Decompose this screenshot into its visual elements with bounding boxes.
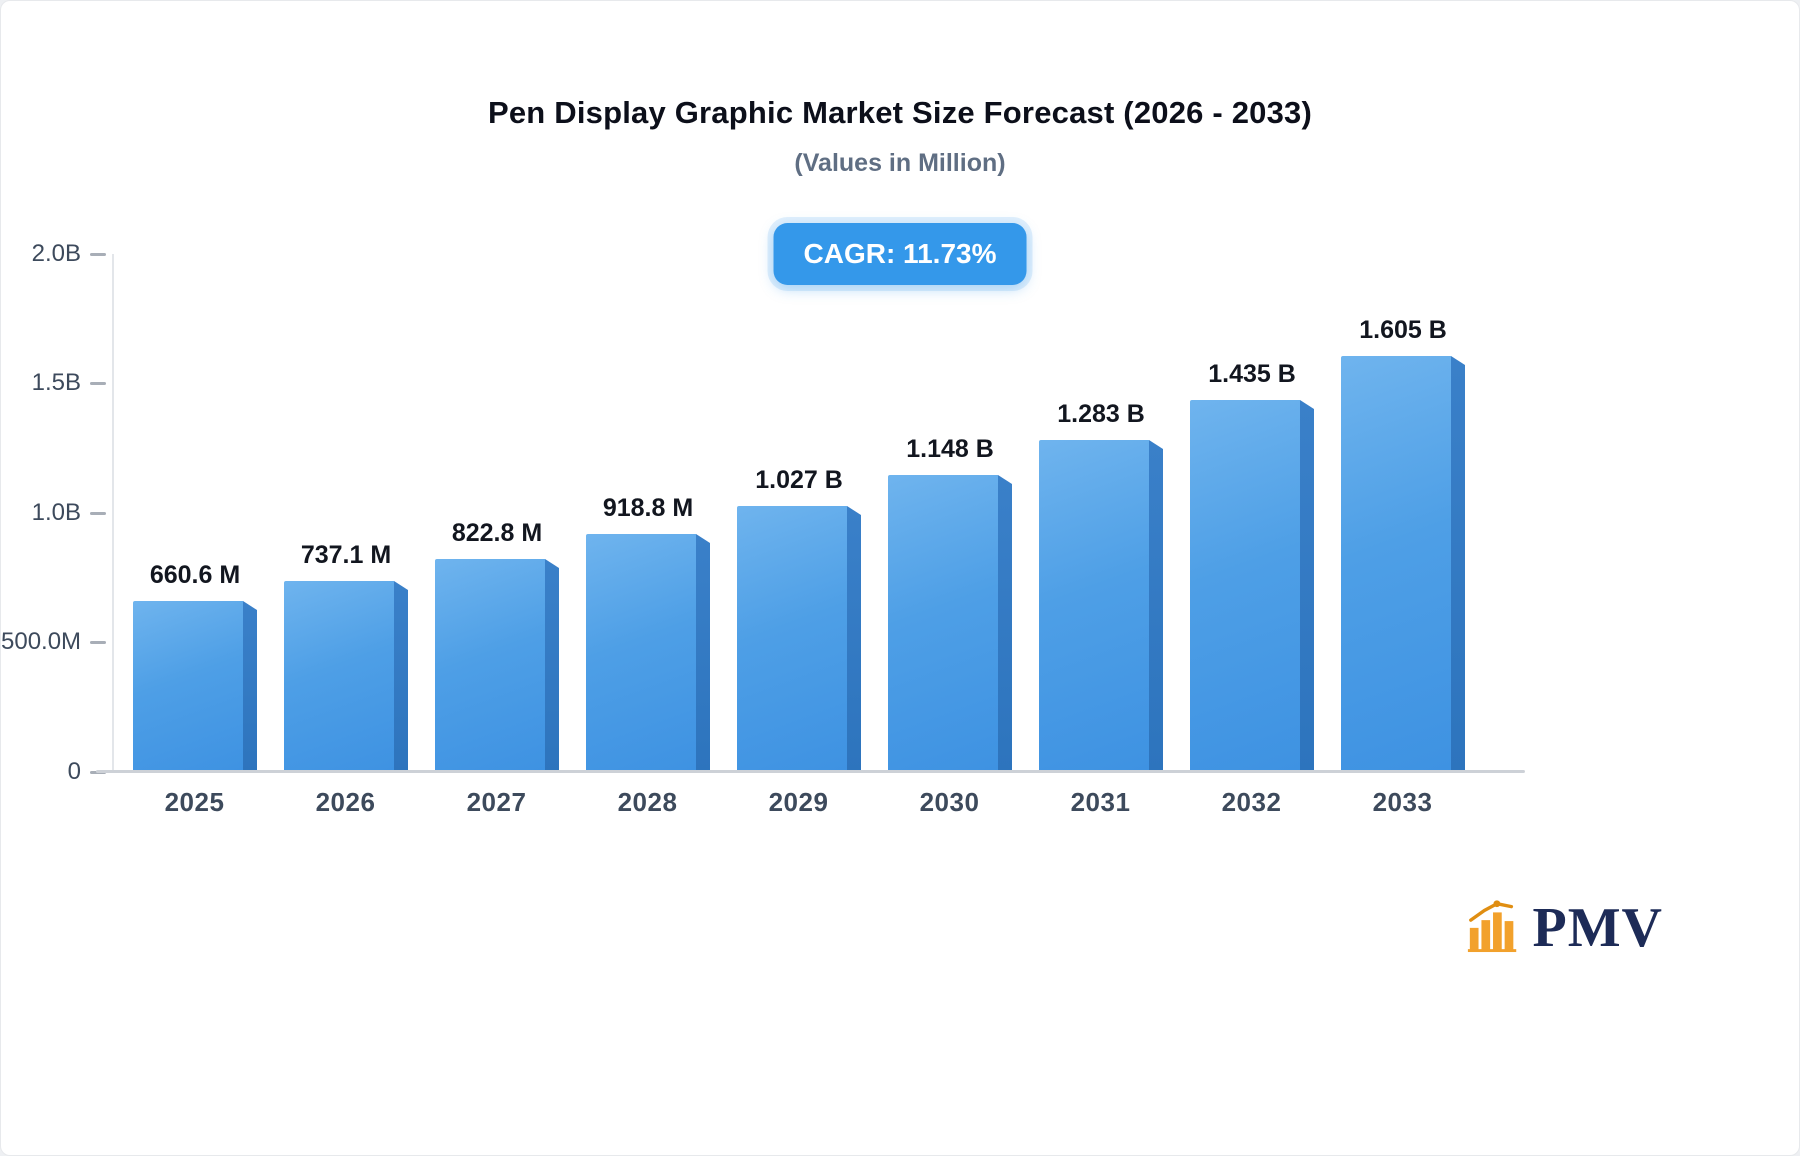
chart-subtitle: (Values in Million): [794, 149, 1006, 177]
y-axis-tick-mark: [90, 382, 106, 385]
pmv-logo-text: PMV: [1532, 897, 1663, 959]
bar-2027: [435, 559, 545, 772]
x-axis-line: [96, 770, 1525, 773]
x-axis-label: 2027: [466, 787, 527, 817]
x-axis-label: 2030: [919, 787, 980, 817]
bar-value-label: 1.435 B: [1208, 360, 1296, 388]
bar-side-2027: [545, 559, 559, 772]
x-axis-label: 2026: [315, 787, 376, 817]
cagr-badge: CAGR: 11.73%: [773, 223, 1027, 285]
bar-2033: [1341, 356, 1451, 772]
bar-2029: [737, 506, 847, 772]
y-axis-tick-mark: [90, 641, 106, 644]
bar-2031: [1039, 440, 1149, 772]
bar-value-label: 1.027 B: [755, 466, 843, 494]
x-axis-label: 2033: [1372, 787, 1433, 817]
bar-value-label: 660.6 M: [149, 561, 241, 589]
bar-2030: [888, 475, 998, 772]
bar-2026: [284, 581, 394, 772]
x-axis-label: 2028: [617, 787, 678, 817]
bar-value-label: 1.283 B: [1057, 400, 1145, 428]
y-axis-tick-label: 2.0B: [31, 240, 81, 267]
y-axis-tick-label: 0: [67, 758, 81, 785]
bar-value-label: 1.148 B: [906, 435, 994, 463]
pmv-logo-icon: [1468, 900, 1517, 953]
bar-2025: [133, 601, 243, 772]
bar-value-label: 822.8 M: [451, 519, 543, 547]
bar-2028: [586, 534, 696, 772]
bar-side-2028: [696, 534, 710, 772]
y-axis-tick-mark: [90, 253, 106, 256]
y-axis-tick-label: 500.0M: [1, 628, 82, 655]
y-axis-line: [112, 254, 114, 772]
bar-side-2033: [1451, 356, 1465, 772]
bar-side-2029: [847, 506, 861, 772]
bar-side-2032: [1300, 400, 1314, 772]
bar-side-2030: [998, 475, 1012, 772]
bar-2032: [1190, 400, 1300, 772]
x-axis-label: 2031: [1070, 787, 1131, 817]
y-axis-tick-label: 1.5B: [31, 369, 81, 396]
bar-value-label: 737.1 M: [300, 541, 392, 569]
y-axis-tick-label: 1.0B: [31, 499, 81, 526]
x-axis-label: 2032: [1221, 787, 1282, 817]
bar-value-label: 918.8 M: [602, 494, 694, 522]
x-axis-label: 2029: [768, 787, 829, 817]
x-axis-label: 2025: [164, 787, 225, 817]
chart-title: Pen Display Graphic Market Size Forecast…: [487, 95, 1313, 130]
bar-value-label: 1.605 B: [1359, 316, 1447, 344]
y-axis-tick-mark: [90, 512, 106, 515]
pmv-logo: PMV: [1465, 895, 1663, 956]
bar-side-2031: [1149, 440, 1163, 772]
bar-side-2026: [394, 581, 408, 772]
bar-side-2025: [243, 601, 257, 772]
